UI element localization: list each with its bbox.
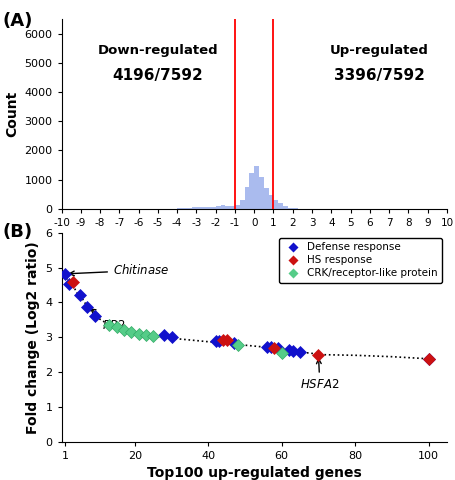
Bar: [210, 206, 215, 209]
Text: (A): (A): [2, 12, 33, 30]
Bar: [263, 188, 268, 209]
Text: Down-regulated: Down-regulated: [97, 44, 218, 57]
Text: $\it{Chitinase}$: $\it{Chitinase}$: [70, 264, 169, 277]
Text: 4196/7592: 4196/7592: [112, 69, 203, 84]
Bar: [278, 203, 283, 209]
Bar: [287, 207, 292, 209]
Bar: [283, 206, 287, 209]
Bar: [182, 208, 187, 209]
Text: $\it{PR2}$: $\it{PR2}$: [91, 309, 125, 332]
Bar: [206, 207, 210, 209]
Text: (B): (B): [2, 223, 32, 241]
Bar: [249, 173, 254, 209]
Bar: [187, 208, 191, 209]
Bar: [273, 200, 278, 209]
Bar: [230, 206, 234, 209]
Bar: [254, 166, 258, 209]
Bar: [220, 205, 225, 209]
Bar: [239, 200, 244, 209]
Bar: [225, 206, 230, 209]
Text: Up-regulated: Up-regulated: [329, 44, 428, 57]
Bar: [191, 207, 196, 209]
Bar: [234, 205, 239, 209]
Text: $\it{HSFA2}$: $\it{HSFA2}$: [299, 359, 339, 391]
Bar: [201, 207, 206, 209]
Bar: [268, 195, 273, 209]
Bar: [244, 187, 249, 209]
Y-axis label: Fold change (Log2 ratio): Fold change (Log2 ratio): [26, 241, 40, 433]
X-axis label: Top100 up-regulated genes: Top100 up-regulated genes: [147, 466, 361, 480]
Bar: [196, 207, 201, 209]
X-axis label: Fold change (Log2): Fold change (Log2): [178, 233, 329, 247]
Legend: Defense response, HS response, CRK/receptor-like protein: Defense response, HS response, CRK/recep…: [278, 238, 441, 283]
Bar: [258, 177, 263, 209]
Bar: [292, 208, 297, 209]
Y-axis label: Count: Count: [5, 91, 19, 137]
Bar: [215, 206, 220, 209]
Text: 3396/7592: 3396/7592: [333, 69, 424, 84]
